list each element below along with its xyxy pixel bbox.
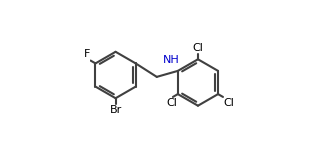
Text: Cl: Cl (192, 43, 203, 53)
Text: F: F (83, 49, 90, 59)
Text: Br: Br (110, 105, 122, 115)
Text: Cl: Cl (167, 98, 178, 108)
Text: Cl: Cl (224, 98, 235, 108)
Text: NH: NH (163, 55, 180, 65)
